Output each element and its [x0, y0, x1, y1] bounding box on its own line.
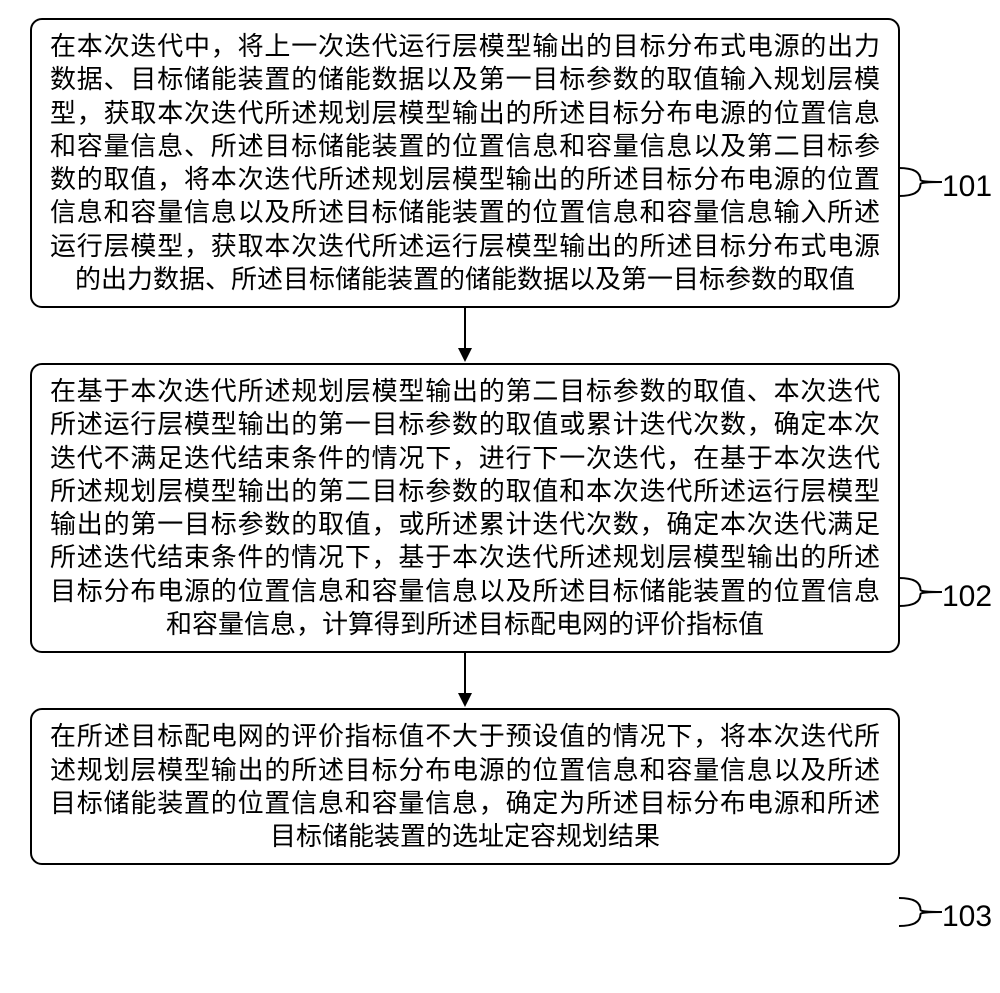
step-text-101: 在本次迭代中，将上一次迭代运行层模型输出的目标分布式电源的出力数据、目标储能装置… — [50, 30, 880, 296]
arrow-down-icon — [453, 308, 477, 363]
arrow-102-to-103 — [30, 653, 900, 708]
step-box-102: 在基于本次迭代所述规划层模型输出的第二目标参数的取值、本次迭代所述运行层模型输出… — [30, 363, 900, 653]
flowchart-container: 在本次迭代中，将上一次迭代运行层模型输出的目标分布式电源的出力数据、目标储能装置… — [30, 18, 940, 865]
step-text-103: 在所述目标配电网的评价指标值不大于预设值的情况下，将本次迭代所述规划层模型输出的… — [50, 720, 880, 853]
connector-102 — [899, 574, 959, 614]
step-text-102: 在基于本次迭代所述规划层模型输出的第二目标参数的取值、本次迭代所述运行层模型输出… — [50, 375, 880, 641]
step-box-103: 在所述目标配电网的评价指标值不大于预设值的情况下，将本次迭代所述规划层模型输出的… — [30, 708, 900, 865]
connector-101 — [899, 164, 959, 204]
connector-103 — [899, 894, 959, 934]
arrow-101-to-102 — [30, 308, 900, 363]
step-box-101: 在本次迭代中，将上一次迭代运行层模型输出的目标分布式电源的出力数据、目标储能装置… — [30, 18, 900, 308]
arrow-down-icon — [453, 653, 477, 708]
